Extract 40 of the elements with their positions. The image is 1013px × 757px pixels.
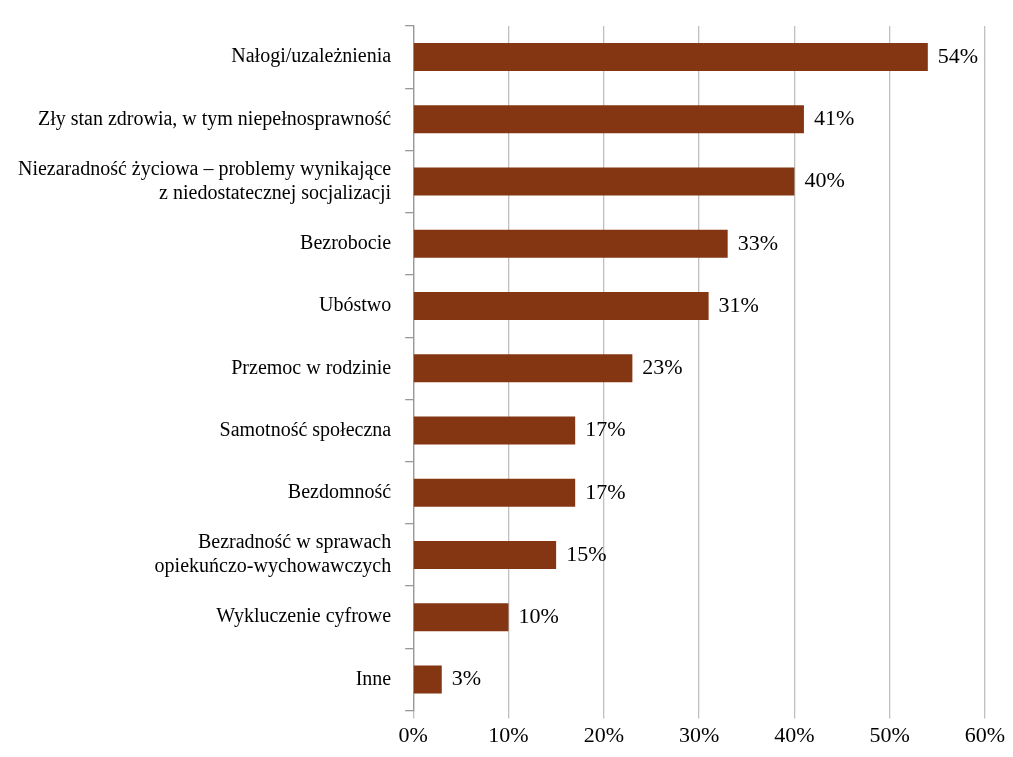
data-label: 54% bbox=[937, 42, 979, 68]
x-tick-label: 20% bbox=[583, 721, 624, 747]
bar bbox=[413, 167, 795, 196]
x-tick-label: 40% bbox=[774, 721, 815, 747]
bar bbox=[413, 541, 557, 570]
data-label: 41% bbox=[813, 105, 855, 131]
y-tick-label: Ubóstwo bbox=[318, 293, 392, 316]
data-label: 40% bbox=[804, 167, 845, 193]
bar bbox=[413, 229, 728, 258]
y-tick-label: Wykluczenie cyfrowe bbox=[216, 604, 392, 628]
y-tick-label: Zły stan zdrowia, w tym niepełnosprawność bbox=[37, 106, 392, 130]
data-label: 17% bbox=[585, 416, 626, 442]
bar bbox=[413, 478, 576, 507]
x-tick-label: 10% bbox=[488, 721, 529, 747]
y-tick-label: Nałogi/uzależnienia bbox=[231, 44, 392, 68]
bar bbox=[413, 43, 928, 72]
x-tick-label: 50% bbox=[869, 721, 910, 747]
bar bbox=[413, 105, 804, 134]
x-tick-label: 30% bbox=[678, 721, 720, 747]
y-tick-label: Inne bbox=[355, 666, 392, 689]
data-label: 15% bbox=[566, 540, 607, 566]
y-tick-label: Bezrobocie bbox=[300, 231, 392, 254]
bar bbox=[413, 354, 633, 383]
y-tick-label: Niezaradność życiowa – problemy wynikające z niedostatecznej socjalizacji bbox=[17, 156, 392, 204]
y-tick-label: Bezradność w sprawach opiekuńczo-wychowawczych bbox=[154, 530, 392, 578]
y-tick-label: Przemoc w rodzinie bbox=[231, 355, 392, 378]
x-tick-label: 60% bbox=[964, 721, 1006, 747]
data-label: 23% bbox=[642, 354, 683, 380]
data-label: 33% bbox=[737, 229, 779, 255]
y-tick-label: Samotność społeczna bbox=[219, 417, 392, 441]
bar bbox=[413, 416, 576, 445]
data-label: 10% bbox=[518, 603, 559, 629]
bar bbox=[413, 292, 709, 321]
bar bbox=[413, 603, 509, 632]
y-tick-label: Bezdomność bbox=[287, 480, 392, 503]
data-label: 3% bbox=[451, 665, 482, 691]
bar bbox=[413, 665, 442, 694]
x-tick-label: 0% bbox=[398, 721, 428, 747]
data-label: 17% bbox=[585, 478, 626, 504]
data-label: 31% bbox=[718, 291, 759, 317]
